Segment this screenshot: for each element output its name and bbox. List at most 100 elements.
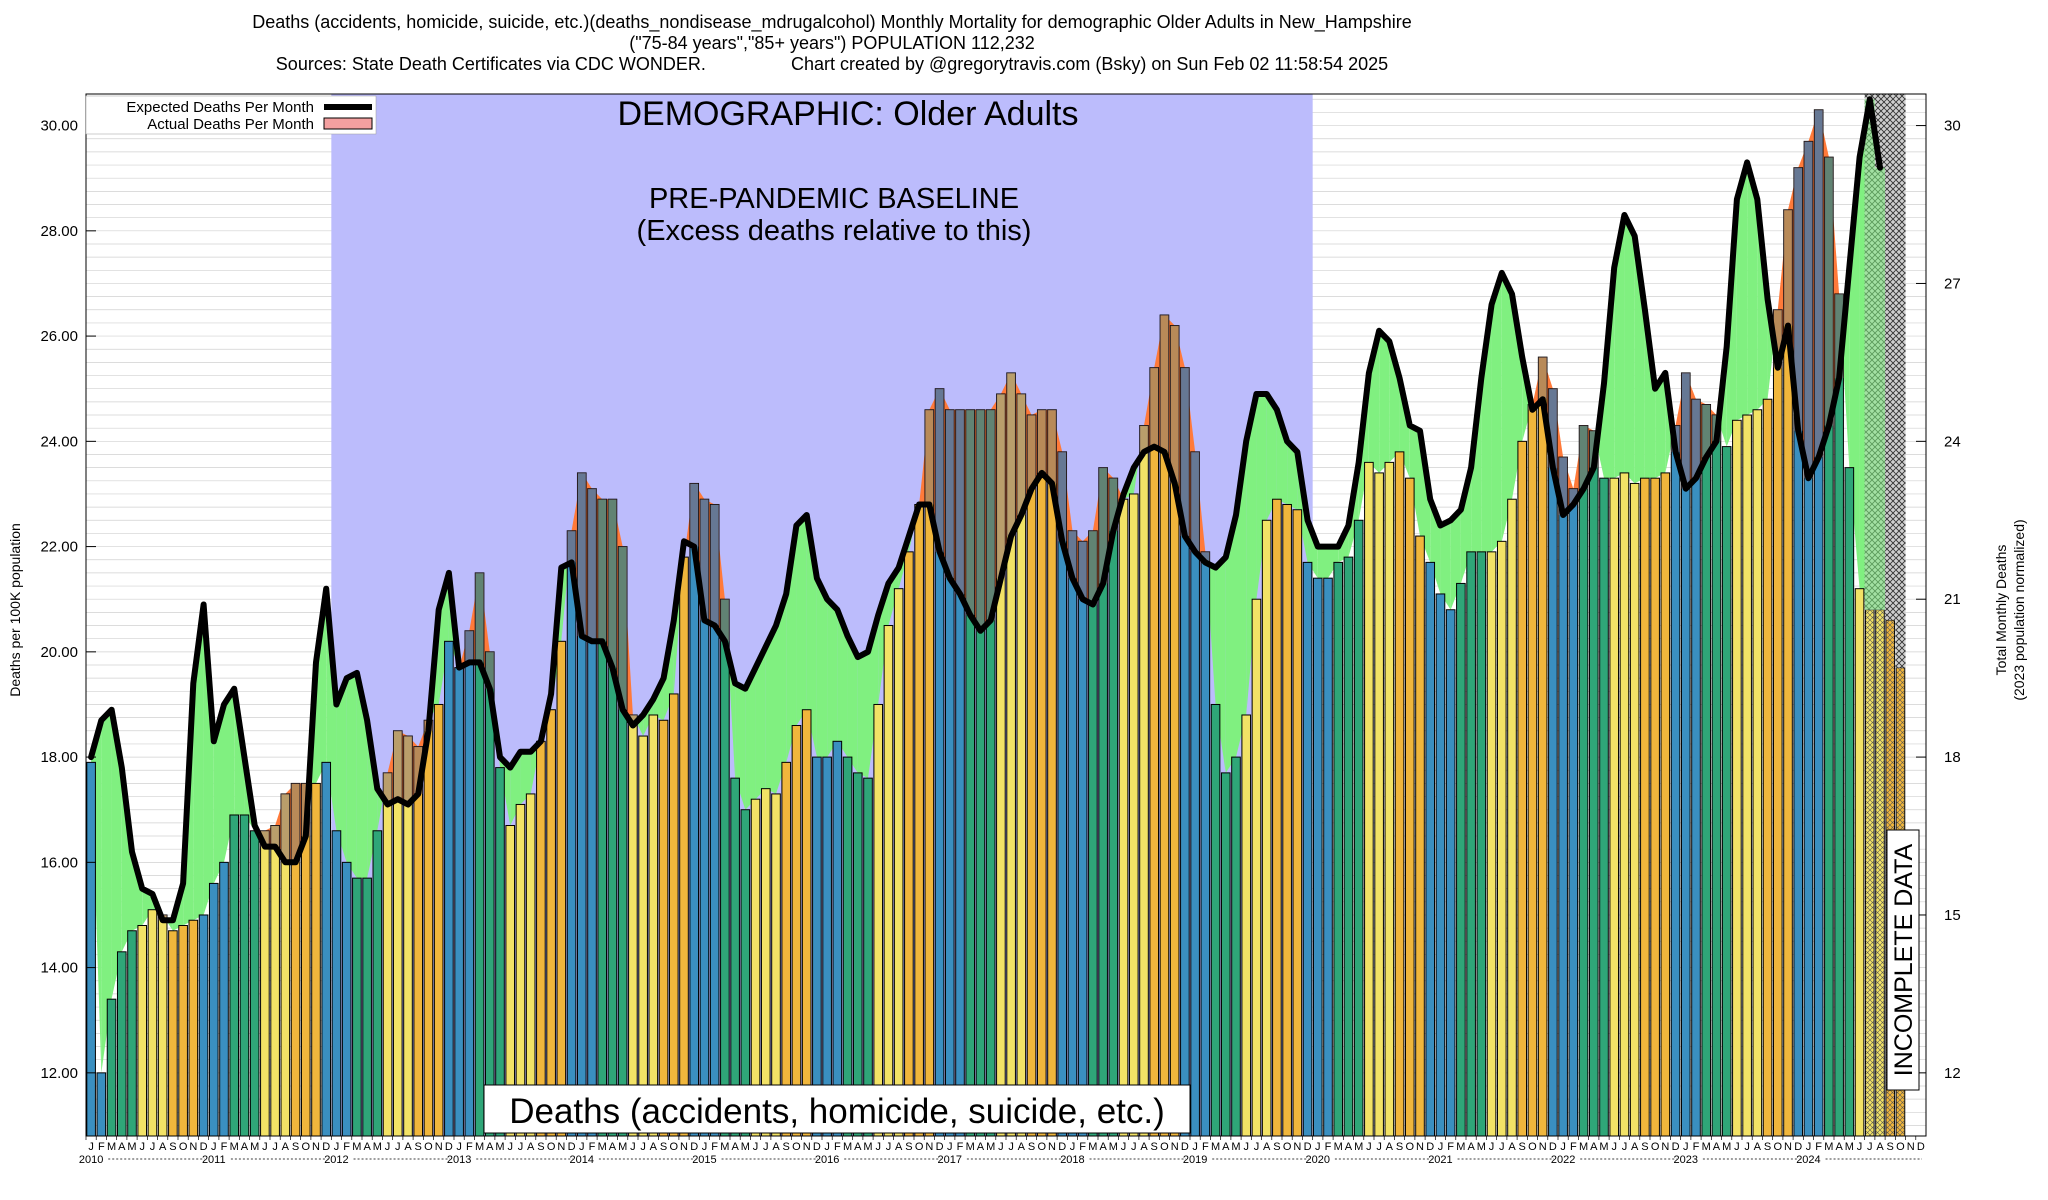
month-label: J (1683, 1141, 1689, 1153)
excess-fill-segment (561, 563, 569, 642)
incomplete-bar-hatch (1875, 609, 1885, 1136)
month-label: M (1824, 1141, 1833, 1153)
month-label: M (230, 1141, 239, 1153)
month-label: J (88, 1141, 94, 1153)
actual-bar (873, 703, 884, 1137)
excess-bar-overlay (1783, 209, 1793, 326)
chart-title-line-3: Sources: State Death Certificates via CD… (275, 54, 1389, 74)
month-label: J (886, 1141, 892, 1153)
month-label: A (1467, 1141, 1475, 1153)
month-label: J (875, 1141, 881, 1153)
month-label: J (1734, 1141, 1740, 1153)
month-label: S (1519, 1141, 1526, 1153)
excess-fill-segment (346, 672, 357, 879)
month-label: A (1876, 1141, 1884, 1153)
excess-fill-segment (1246, 393, 1257, 715)
month-label: J (272, 1141, 278, 1153)
year-label: 2013 (447, 1154, 471, 1166)
actual-bar (1241, 714, 1252, 1137)
actual-bar (801, 709, 812, 1137)
legend-swatch-actual (323, 117, 373, 130)
month-label: A (363, 1141, 371, 1153)
actual-bar (137, 924, 148, 1137)
incomplete-data-overlay (1864, 94, 1906, 668)
month-label: A (404, 1141, 412, 1153)
axes: 12.00 14.00 16.00 18.00 20.00 22.00 24.00 26.00… (40, 93, 1961, 1166)
actual-bar (1088, 530, 1098, 1137)
month-label: J (385, 1141, 391, 1153)
month-label: F (1202, 1141, 1209, 1153)
year-label: 2015 (692, 1154, 716, 1166)
month-label: J (150, 1141, 156, 1153)
actual-bar (658, 719, 669, 1137)
month-label: J (1315, 1141, 1321, 1153)
month-label: S (660, 1141, 667, 1153)
excess-bar-overlay (597, 499, 607, 642)
actual-bar (311, 782, 321, 1137)
actual-bar (96, 1072, 107, 1137)
excess-fill-segment (1501, 272, 1512, 542)
month-label: A (527, 1141, 535, 1153)
excess-bar-overlay (618, 546, 627, 710)
year-label: 2023 (1674, 1154, 1698, 1166)
month-label: F (1325, 1141, 1332, 1153)
month-label: A (895, 1141, 903, 1153)
actual-bar (1292, 509, 1303, 1137)
actual-bar (648, 714, 659, 1137)
actual-bar (760, 788, 771, 1137)
y2-tick-label: 24 (1944, 433, 1961, 450)
excess-fill-segment (1287, 441, 1298, 510)
actual-bar (1507, 498, 1517, 1137)
expected-deaths-line (88, 96, 1883, 924)
incomplete-label-box (1886, 829, 1920, 1091)
actual-bar (883, 625, 894, 1137)
actual-bar (157, 914, 168, 1137)
excess-fill-segment (203, 604, 214, 915)
month-label: J (1489, 1141, 1495, 1153)
month-label: S (1641, 1141, 1648, 1153)
month-label: S (1028, 1141, 1035, 1153)
excess-bar-overlay (1160, 315, 1169, 452)
actual-bar (1742, 414, 1752, 1137)
month-label: N (1416, 1141, 1424, 1153)
actual-bar (1732, 419, 1742, 1137)
month-label: J (395, 1141, 401, 1153)
excess-fill-segment (213, 704, 224, 884)
excess-bar-overlay (567, 530, 576, 563)
actual-bar (260, 830, 270, 1137)
actual-bar (147, 909, 158, 1137)
month-label: J (1192, 1141, 1198, 1153)
month-label: A (1263, 1141, 1271, 1153)
month-label: J (579, 1141, 585, 1153)
excess-bar-overlay (270, 825, 280, 847)
excess-fill-segment (520, 751, 531, 805)
month-label: M (863, 1141, 872, 1153)
month-label: M (1211, 1141, 1220, 1153)
excess-bar-overlay (1170, 325, 1179, 484)
month-label: N (189, 1141, 197, 1153)
excess-fill-segment (1225, 515, 1236, 773)
actual-bar (566, 530, 577, 1137)
actual-bar (1466, 551, 1476, 1137)
month-label: O (547, 1141, 556, 1153)
month-label: D (1181, 1141, 1189, 1153)
actual-bar (1210, 703, 1221, 1137)
actual-bar (1558, 456, 1568, 1137)
excess-bar-overlay (996, 393, 1006, 579)
actual-bar (536, 740, 546, 1137)
actual-bar (1128, 493, 1139, 1137)
month-label: N (925, 1141, 933, 1153)
month-label: M (1477, 1141, 1486, 1153)
excess-bar-overlay (1691, 399, 1701, 479)
year-label: 2017 (938, 1154, 962, 1166)
month-label: M (720, 1141, 729, 1153)
excess-bar-overlay (1180, 367, 1190, 537)
actual-bar (1220, 772, 1231, 1137)
actual-bar (362, 877, 372, 1137)
month-label: N (1539, 1141, 1547, 1153)
year-label: 2016 (815, 1154, 839, 1166)
actual-bar (127, 930, 137, 1137)
excess-bar-overlay (413, 746, 423, 794)
actual-bar (1752, 409, 1763, 1137)
month-label: J (1243, 1141, 1249, 1153)
